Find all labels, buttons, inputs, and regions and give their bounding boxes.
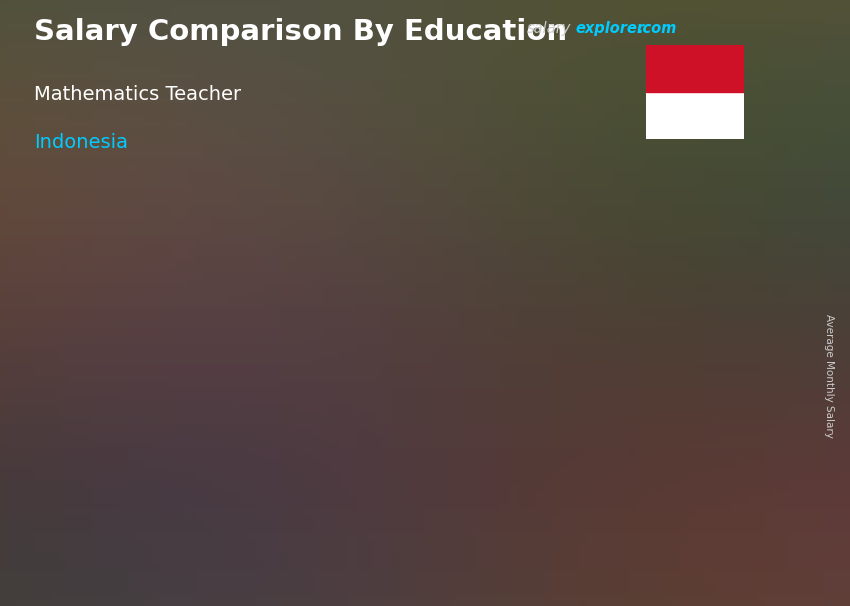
Bar bbox=[682, 249, 692, 545]
Text: Average Monthly Salary: Average Monthly Salary bbox=[824, 314, 834, 438]
Bar bbox=[457, 324, 468, 545]
Bar bbox=[573, 249, 580, 545]
Text: salary: salary bbox=[527, 21, 571, 36]
FancyBboxPatch shape bbox=[348, 324, 468, 545]
Text: Master's
Degree: Master's Degree bbox=[376, 571, 440, 603]
Text: Salary Comparison By Education: Salary Comparison By Education bbox=[34, 18, 567, 46]
Text: Indonesia: Indonesia bbox=[34, 133, 128, 152]
Text: explorer: explorer bbox=[575, 21, 644, 36]
Text: Bachelor's
Degree: Bachelor's Degree bbox=[144, 571, 224, 603]
Text: 7,910,000 IDR: 7,910,000 IDR bbox=[134, 379, 233, 393]
Text: PhD: PhD bbox=[617, 571, 648, 586]
Bar bbox=[348, 324, 468, 330]
Bar bbox=[233, 402, 243, 545]
Bar bbox=[124, 402, 243, 408]
Bar bbox=[573, 249, 692, 256]
Text: 12,200,000 IDR: 12,200,000 IDR bbox=[354, 301, 462, 315]
Text: +55%: +55% bbox=[243, 230, 333, 258]
FancyBboxPatch shape bbox=[573, 249, 692, 545]
Bar bbox=[646, 45, 744, 92]
Text: 16,300,000 IDR: 16,300,000 IDR bbox=[579, 226, 686, 240]
Text: +33%: +33% bbox=[468, 155, 558, 183]
FancyBboxPatch shape bbox=[124, 402, 243, 545]
Bar bbox=[124, 402, 131, 545]
Bar bbox=[348, 324, 355, 545]
Text: Mathematics Teacher: Mathematics Teacher bbox=[34, 85, 241, 104]
Text: .com: .com bbox=[638, 21, 677, 36]
